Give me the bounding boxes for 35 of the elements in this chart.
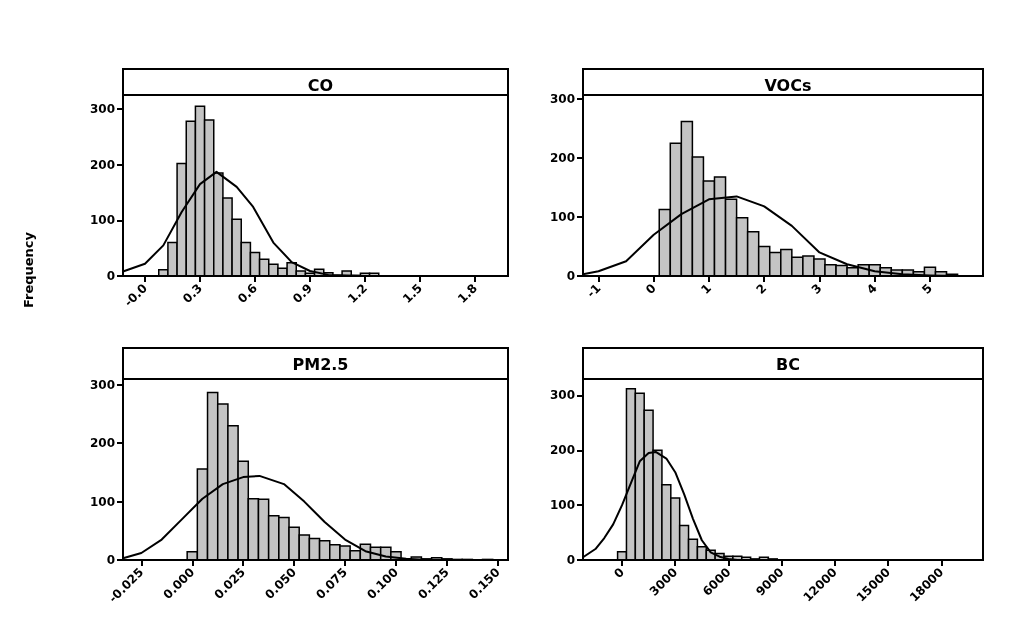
x-tick-label: 1.8 — [455, 281, 480, 306]
x-tick-label: 1.2 — [345, 281, 370, 306]
y-tick-label: 300 — [549, 388, 575, 403]
y-axis-title: Frequency — [20, 231, 36, 309]
x-tick-label: 1.5 — [400, 281, 425, 306]
y-tick-label: 300 — [89, 377, 115, 392]
y-tick-label: 0 — [566, 269, 575, 283]
x-tick-label: 0 — [642, 281, 659, 297]
chart-title: BC — [776, 354, 800, 374]
x-tick-label: 0.3 — [180, 281, 205, 306]
x-tick-label: 0.6 — [235, 281, 260, 306]
y-tick-label: 200 — [549, 151, 575, 166]
x-tick-label: 0 — [611, 565, 627, 581]
y-tick-label: 100 — [549, 498, 575, 513]
chart-title: CO — [307, 75, 334, 95]
y-tick-label: 200 — [89, 157, 115, 172]
y-tick-label: 0 — [106, 269, 115, 283]
y-tick-label: 0 — [106, 553, 115, 567]
x-tick-label: -1 — [584, 281, 604, 301]
chart-title: VOCs — [764, 75, 812, 95]
x-tick-label: 4 — [863, 281, 880, 297]
x-tick-label: 1 — [698, 281, 714, 297]
x-tick-label: 2 — [753, 281, 770, 297]
y-tick-label: 100 — [89, 494, 115, 509]
x-tick-label: 5 — [919, 281, 935, 297]
y-tick-label: 200 — [549, 443, 575, 458]
y-tick-label: 100 — [89, 213, 115, 228]
chart-title: PM2.5 — [292, 354, 349, 374]
y-tick-label: 200 — [89, 436, 115, 451]
y-tick-label: 300 — [89, 101, 115, 116]
y-tick-label: 0 — [566, 553, 575, 567]
x-tick-label: 3 — [808, 281, 825, 297]
x-tick-label: 0.9 — [290, 281, 315, 306]
y-tick-label: 100 — [549, 210, 575, 225]
y-tick-label: 300 — [549, 92, 575, 107]
